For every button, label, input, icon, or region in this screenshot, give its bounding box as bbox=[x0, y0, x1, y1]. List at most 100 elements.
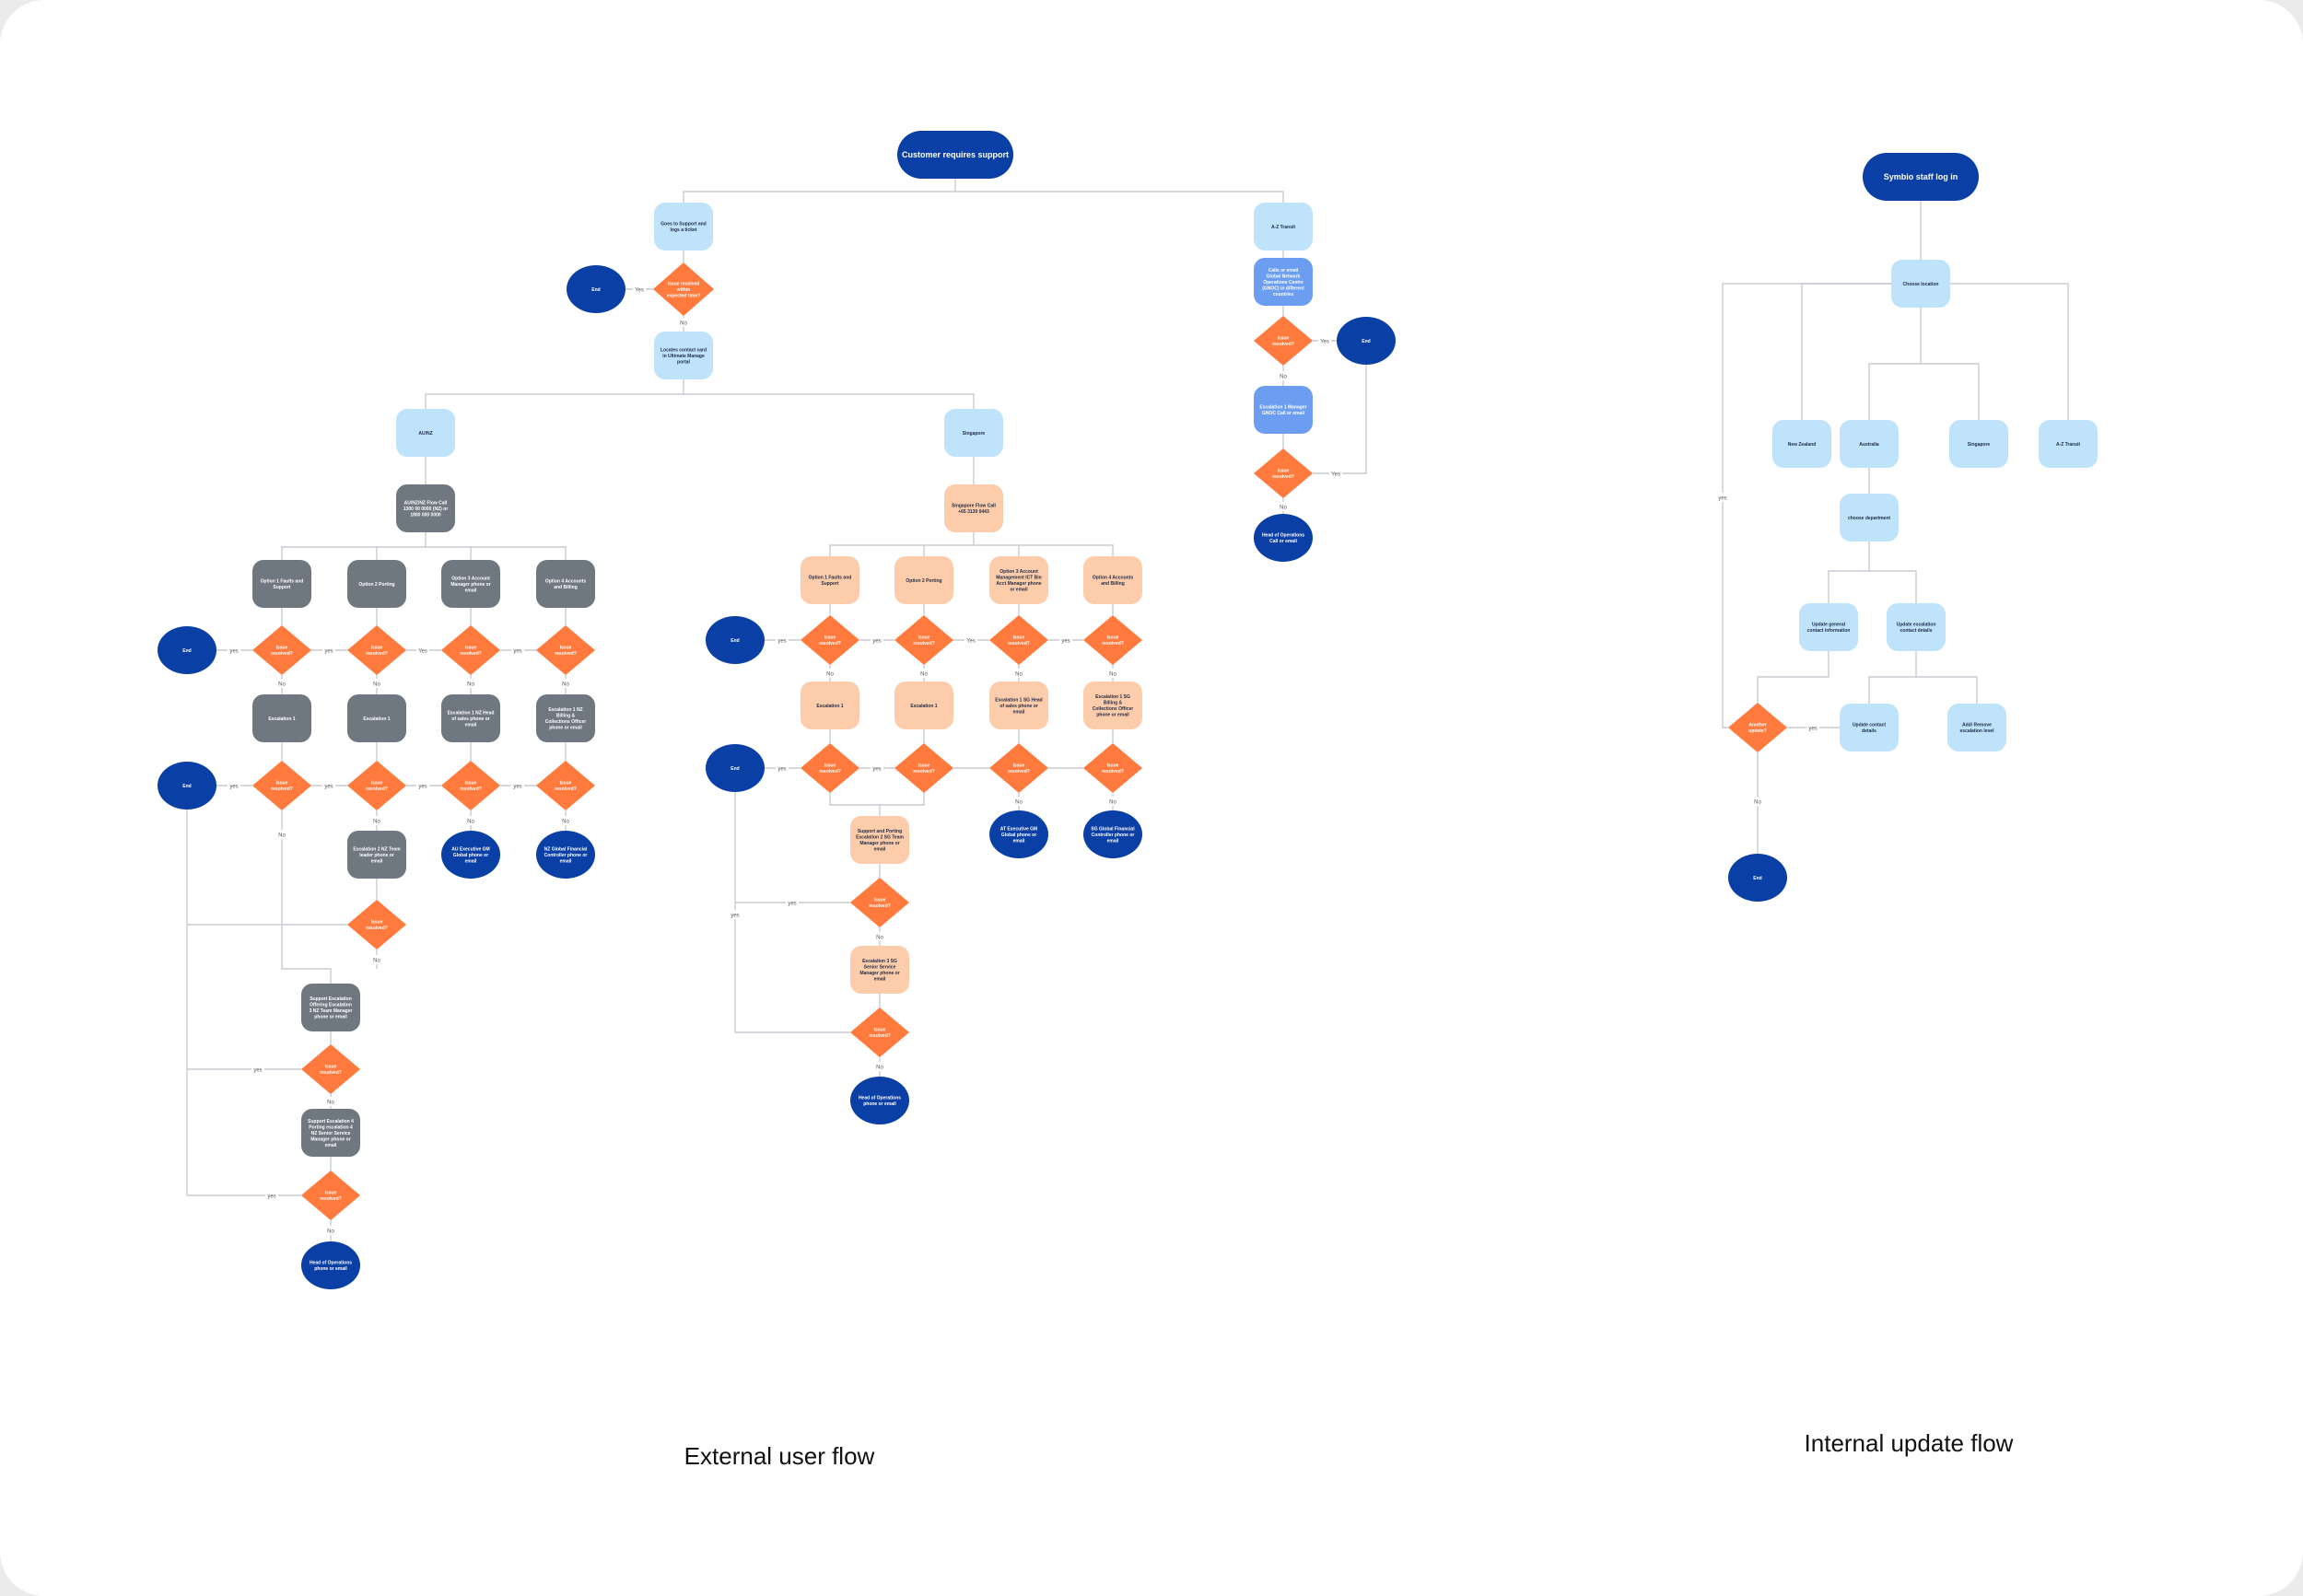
node-sg-opt4: Option 4 Accounts and Billing bbox=[1083, 556, 1142, 604]
node-label: Escalation 1 bbox=[363, 716, 390, 722]
connector-line bbox=[425, 379, 684, 409]
edge-label-bg bbox=[251, 1065, 264, 1074]
node-label: Symbio staff log in bbox=[1884, 172, 1958, 181]
node-label: Option 1 Faults and Support bbox=[261, 579, 304, 591]
node-label: Singapore Flow Call +65 3130 0443 bbox=[952, 504, 996, 516]
node-shape-process bbox=[1887, 603, 1946, 651]
flowchart-nodes: Customer requires support Goes to Support… bbox=[158, 131, 2098, 1289]
connector-line bbox=[1828, 542, 1870, 603]
node-shape-decision bbox=[801, 615, 859, 665]
edge-label-bg bbox=[559, 679, 572, 688]
node-shape-decision bbox=[1254, 449, 1313, 498]
node-sg-d2c: Issue resolved? bbox=[989, 743, 1048, 793]
node-label: Option 3 Account Management ICT Bin Acct M… bbox=[996, 569, 1042, 593]
node-az-d2: Issue resolved? bbox=[1254, 449, 1313, 498]
edge-label-no: No bbox=[467, 820, 474, 825]
node-label: Another update? bbox=[1748, 723, 1766, 735]
edge-label-yes: yes bbox=[788, 902, 796, 907]
node-au-head: Head of Operations phone or email bbox=[301, 1241, 360, 1289]
edge-label-no: No bbox=[1109, 672, 1116, 678]
edge-label-bg bbox=[464, 679, 477, 688]
node-shape-process bbox=[396, 484, 455, 532]
edge-label-yes: yes bbox=[324, 649, 333, 655]
node-shape-process bbox=[1083, 682, 1142, 729]
edge-label-yes: Yes bbox=[966, 639, 976, 645]
edge-label-yes: yes bbox=[229, 785, 238, 790]
edge-label-bg bbox=[871, 763, 883, 773]
node-label: Issue resolved? bbox=[1008, 635, 1030, 647]
edge-label-no: No bbox=[1015, 800, 1023, 806]
edge-label-no: No bbox=[467, 682, 474, 688]
edge-label-bg bbox=[824, 669, 836, 678]
node-label: Issue resolved? bbox=[819, 635, 841, 647]
edge-label-yes: yes bbox=[418, 785, 427, 790]
edge-label-bg bbox=[370, 679, 383, 688]
node-shape-decision bbox=[347, 625, 406, 675]
node-au-esc1b: Escalation 1 bbox=[347, 694, 406, 742]
node-label: Escalation 1 NZ Billing & Collections Offi… bbox=[545, 707, 587, 731]
node-shape-decision bbox=[850, 878, 909, 927]
node-label: Option 3 Account Manager phone or email bbox=[450, 576, 490, 593]
node-int-au: Australia bbox=[1840, 420, 1899, 468]
node-shape-process bbox=[301, 1109, 360, 1157]
node-int-details: Update contact details bbox=[1840, 704, 1899, 751]
node-label: Issue resolved? bbox=[555, 646, 577, 658]
node-shape-process bbox=[301, 984, 360, 1031]
edge-label-no: No bbox=[876, 1066, 883, 1071]
node-shape-decision bbox=[252, 761, 311, 810]
node-label: Singapore bbox=[1968, 442, 1991, 448]
node-label: Option 4 Accounts and Billing bbox=[545, 579, 586, 591]
node-au-esc1d: Escalation 1 NZ Billing & Collections Offi… bbox=[536, 694, 595, 742]
edge-label-bg bbox=[1106, 669, 1119, 678]
node-shape-decision bbox=[989, 743, 1048, 793]
node-label: Issue resolved? bbox=[1008, 763, 1030, 775]
edge-label-bg bbox=[228, 781, 240, 790]
node-shape-process bbox=[252, 694, 311, 742]
node-label: Issue resolved? bbox=[320, 1065, 342, 1077]
edge-label-yes: yes bbox=[229, 649, 238, 655]
node-int-escalation: Update escalation contact details bbox=[1887, 603, 1946, 651]
node-shape-process bbox=[347, 560, 406, 608]
edge-label-no: No bbox=[920, 672, 928, 678]
node-au-opt4: Option 4 Accounts and Billing bbox=[536, 560, 595, 608]
connector-line bbox=[1916, 676, 1978, 704]
node-au-region: AU/NZ bbox=[396, 409, 455, 457]
node-az-esc: Escalation 1 Manager GNOC Call or email bbox=[1254, 386, 1313, 434]
connector-line bbox=[829, 532, 975, 556]
node-label: AU/NZ/NZ Flow Call 1300 00 0000 (NZ) or 18… bbox=[403, 500, 448, 518]
node-shape-end bbox=[441, 831, 500, 879]
edge-label-bg bbox=[511, 781, 524, 790]
connector-line bbox=[1868, 651, 1917, 704]
node-int-general: Update general contact information bbox=[1799, 603, 1858, 651]
node-shape-end bbox=[706, 616, 765, 664]
node-shape-process bbox=[252, 560, 311, 608]
connector-line bbox=[955, 191, 1284, 203]
edge-label-bg bbox=[964, 635, 977, 645]
node-shape-process bbox=[801, 682, 859, 729]
node-shape-end bbox=[536, 831, 595, 879]
node-au-d2a: Issue resolved? bbox=[252, 761, 311, 810]
edge-label-bg bbox=[677, 318, 690, 327]
edge-label-yes: yes bbox=[253, 1068, 262, 1074]
node-shape-process bbox=[441, 560, 500, 608]
node-label: Option 1 Faults and Support bbox=[809, 576, 852, 588]
edge-label-yes: yes bbox=[513, 785, 521, 790]
node-label: Option 2 Porting bbox=[358, 582, 394, 588]
node-shape-process bbox=[801, 556, 859, 604]
node-label: Option 2 Porting bbox=[906, 578, 941, 584]
node-az-end: End bbox=[1337, 317, 1396, 365]
edge-label-bg bbox=[370, 955, 383, 964]
node-shape-process bbox=[1254, 203, 1313, 250]
node-au-opt2: Option 2 Porting bbox=[347, 560, 406, 608]
node-label: Issue resolved? bbox=[1102, 763, 1124, 775]
connector-line bbox=[734, 903, 850, 1033]
node-au-esc1c: Escalation 1 NZ Head of sales phone or ema… bbox=[441, 694, 500, 742]
node-shape-process bbox=[894, 682, 953, 729]
edge-label-yes: Yes bbox=[635, 288, 644, 294]
edge-label-bg bbox=[1059, 635, 1072, 645]
node-az-d1: Issue resolved? bbox=[1254, 316, 1313, 366]
node-shape-end bbox=[850, 1077, 909, 1124]
node-label: Issue resolved? bbox=[320, 1191, 342, 1203]
node-shape-decision bbox=[536, 625, 595, 675]
edge-label-no: No bbox=[278, 833, 286, 839]
